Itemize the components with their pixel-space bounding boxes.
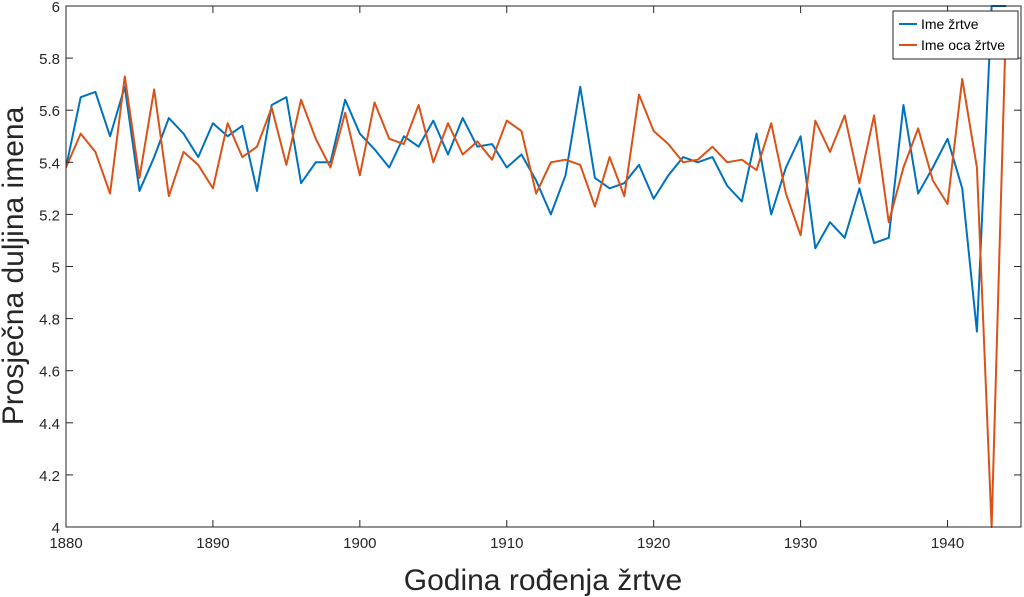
y-tick-label: 4.8 [39,312,60,329]
y-tick-label: 5.2 [39,207,60,224]
x-tick-label: 1910 [490,535,523,552]
y-tick-label: 4.6 [39,364,60,381]
y-tick-label: 4.2 [39,468,60,485]
legend-label-1: Ime žrtve [921,16,979,32]
plot-area [66,6,1021,527]
y-axis-title: Prosječna duljina imena [0,106,30,425]
legend-box [892,10,1019,60]
x-tick-label: 1900 [343,535,376,552]
x-tick-label: 1940 [931,535,964,552]
x-tick-label: 1890 [196,535,229,552]
y-tick-label: 4 [52,520,60,537]
series-layer [66,5,1008,528]
series-line-1 [66,5,1007,333]
legend: Ime žrtve Ime oca žrtve [892,10,1019,60]
series-line-2 [66,11,1008,528]
axes-layer: 1880 1890 1900 1910 1920 1930 1940 4 4.2 4.4 4.6 4.… [39,0,1022,552]
y-tick-label: 5.4 [39,155,60,172]
x-axis-title: Godina rođenja žrtve [404,564,683,597]
y-tick-label: 6 [52,0,60,16]
legend-label-2: Ime oca žrtve [921,37,1005,53]
y-tick-label: 4.4 [39,416,60,433]
y-tick-label: 5 [52,260,60,277]
y-tick-label: 5.8 [39,51,60,68]
x-tick-label: 1880 [49,535,82,552]
y-tick-label: 5.6 [39,103,60,120]
x-tick-label: 1920 [637,535,670,552]
x-tick-label: 1930 [784,535,817,552]
